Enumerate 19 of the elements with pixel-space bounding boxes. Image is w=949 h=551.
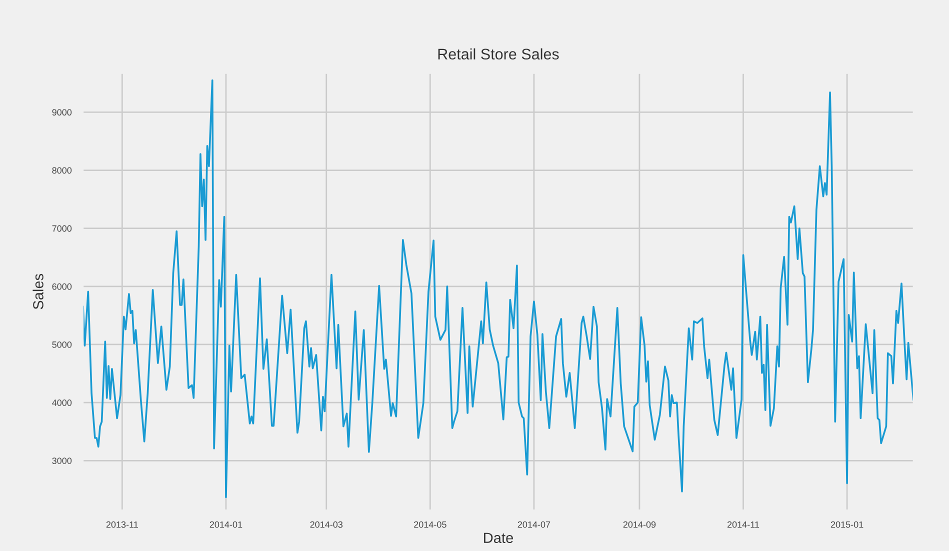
x-tick-label: 2014-11 [727, 521, 760, 528]
x-tick-label: 2015-01 [830, 521, 864, 528]
y-tick-label: 7000 [52, 225, 72, 232]
y-tick-label: 3000 [52, 458, 72, 464]
x-tick-label: 2013-11 [106, 521, 138, 528]
x-tick-label: 2014-03 [310, 521, 343, 528]
x-tick-label: 2014-01 [210, 521, 242, 528]
chart-title: Retail Store Sales [438, 48, 559, 60]
y-tick-label: 4000 [52, 400, 72, 406]
x-tick-label: 2014-09 [623, 521, 656, 528]
y-tick-label: 6000 [52, 283, 72, 290]
y-tick-label: 9000 [52, 109, 72, 116]
y-axis-title: Sales [32, 274, 44, 310]
x-axis-title: Date [484, 532, 513, 544]
y-tick-label: 5000 [52, 341, 72, 348]
x-tick-label: 2014-05 [414, 521, 446, 528]
x-tick-label: 2014-07 [518, 521, 550, 528]
y-tick-label: 8000 [52, 167, 72, 174]
line-series [83, 79, 914, 498]
